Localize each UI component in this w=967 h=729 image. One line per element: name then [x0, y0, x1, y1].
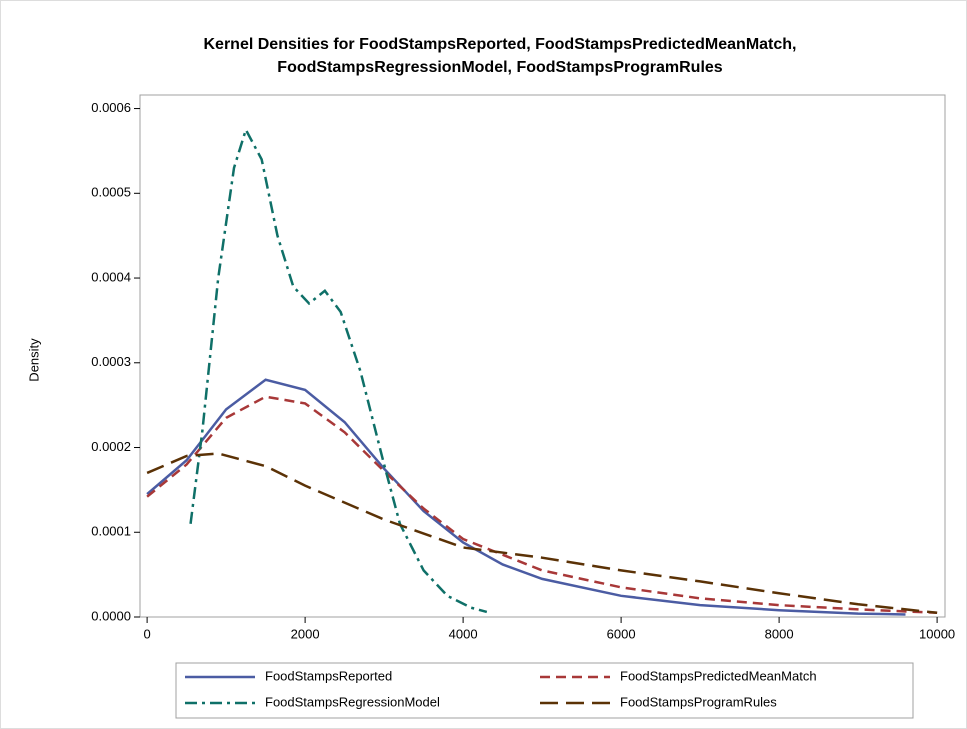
chart-title: Kernel Densities for FoodStampsReported,…	[204, 36, 797, 53]
y-tick-label: 0.0003	[91, 354, 131, 369]
y-tick-label: 0.0005	[91, 185, 131, 200]
y-tick-label: 0.0002	[91, 439, 131, 454]
y-tick-label: 0.0000	[91, 608, 131, 623]
x-tick-label: 4000	[449, 626, 478, 641]
density-line	[189, 126, 488, 614]
plot-frame	[139, 94, 946, 618]
density-line	[146, 378, 906, 616]
y-tick-label: 0.0001	[91, 524, 131, 539]
legend-frame	[175, 662, 914, 719]
x-tick-label: 2000	[291, 626, 320, 641]
legend-label: FoodStampsPredictedMeanMatch	[620, 668, 817, 683]
x-tick-label: 6000	[607, 626, 636, 641]
x-tick-label: 0	[143, 626, 150, 641]
legend-label: FoodStampsRegressionModel	[265, 694, 440, 709]
x-tick-label: 8000	[765, 626, 794, 641]
chart-subtitle: FoodStampsRegressionModel, FoodStampsPro…	[277, 59, 723, 76]
density-line	[146, 395, 938, 615]
y-tick-label: 0.0006	[91, 100, 131, 115]
legend-label: FoodStampsReported	[265, 668, 392, 683]
x-tick-label: 10000	[919, 626, 955, 641]
density-line	[146, 452, 938, 615]
y-axis-label: Density	[26, 338, 41, 382]
legend-label: FoodStampsProgramRules	[620, 694, 777, 709]
y-tick-label: 0.0004	[91, 269, 131, 284]
